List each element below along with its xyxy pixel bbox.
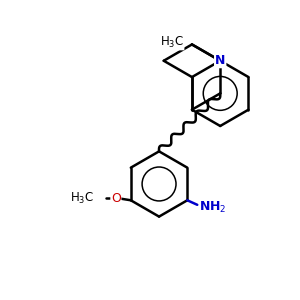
Text: H$_3$C: H$_3$C (160, 34, 184, 50)
Text: NH$_2$: NH$_2$ (199, 200, 226, 214)
Text: O: O (111, 191, 121, 205)
Text: N: N (215, 54, 225, 67)
Text: H$_3$C: H$_3$C (70, 190, 94, 206)
